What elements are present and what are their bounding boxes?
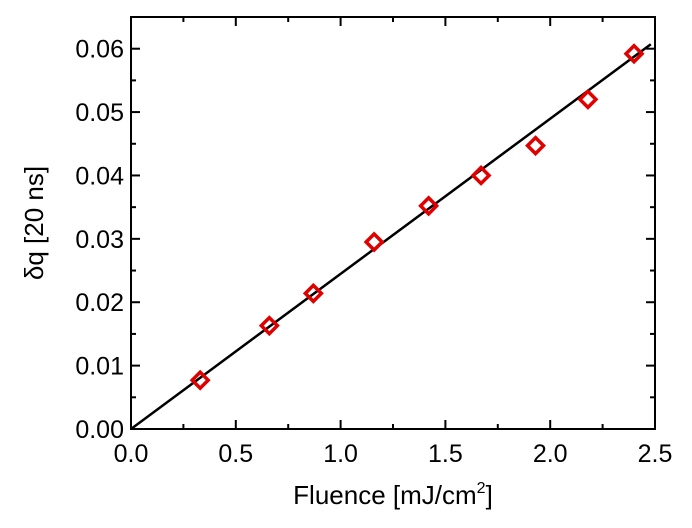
x-tick-label: 1.5 [428, 440, 463, 468]
x-tick-label: 0.0 [114, 440, 149, 468]
data-point [189, 369, 211, 391]
y-tick-label: 0.06 [75, 36, 124, 64]
data-point [258, 315, 280, 337]
x-tick-label: 0.5 [218, 440, 253, 468]
y-tick-label: 0.03 [75, 226, 124, 254]
tick-labels: 0.0 0.5 1.0 1.5 2.0 2.5 0.00 0.01 0.02 0.03 0.04 0.… [75, 36, 672, 468]
x-tick-label: 2.0 [533, 440, 568, 468]
data-point [577, 88, 599, 110]
x-axis-label: Fluence [mJ/cm2] [293, 480, 493, 510]
plot-frame [130, 16, 656, 430]
y-tick-label: 0.05 [75, 99, 124, 127]
y-axis-label: δq [20 ns] [19, 166, 49, 280]
y-tick-label: 0.00 [75, 416, 124, 444]
fit-line [130, 43, 652, 431]
axis-ticks [130, 16, 656, 430]
data-point [302, 282, 324, 304]
y-tick-label: 0.04 [75, 162, 124, 190]
y-tick-label: 0.02 [75, 289, 124, 317]
x-tick-label: 2.5 [638, 440, 673, 468]
data-point [418, 195, 440, 217]
y-tick-label: 0.01 [75, 353, 124, 381]
data-points [189, 43, 645, 391]
data-point [470, 164, 492, 186]
data-point [525, 135, 547, 157]
data-point [363, 231, 385, 253]
x-tick-label: 1.0 [323, 440, 358, 468]
data-point [623, 43, 645, 65]
